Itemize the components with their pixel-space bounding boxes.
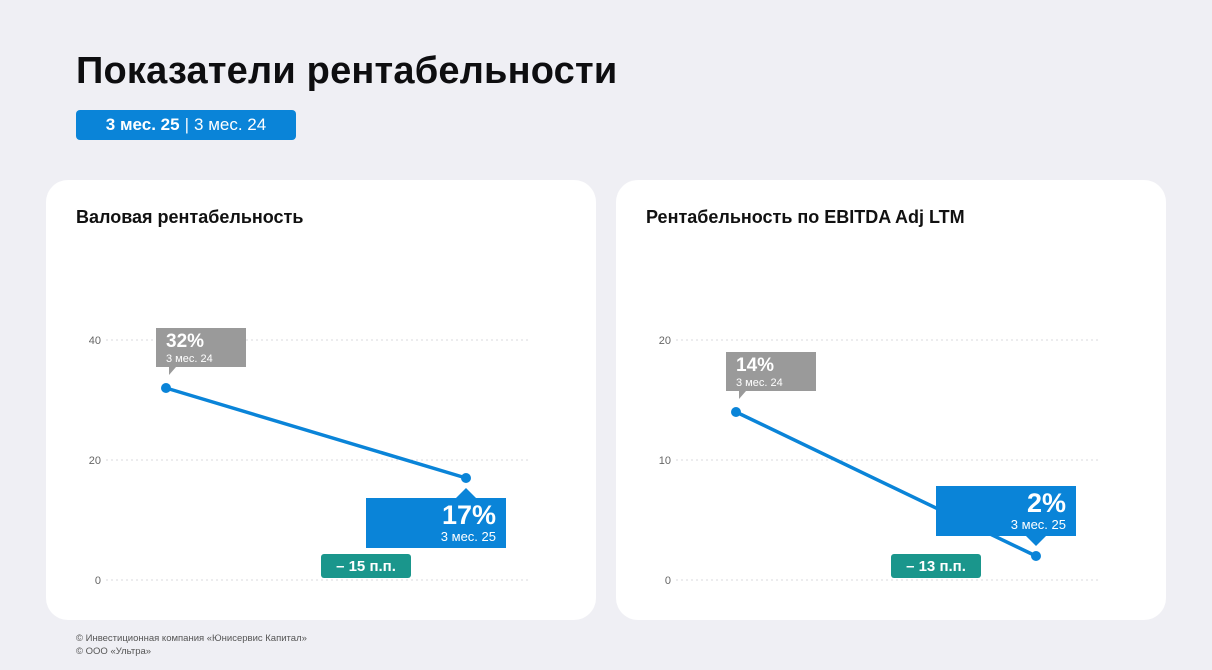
footer: © Инвестиционная компания «Юнисервис Кап… — [76, 632, 307, 658]
series-line — [164, 386, 468, 480]
callout-prev-box — [156, 328, 246, 375]
page-title: Показатели рентабельности — [76, 50, 618, 92]
y-tick-label: 10 — [659, 455, 671, 467]
callout-prev-value: 14% — [736, 355, 774, 376]
period-badge: 3 мес. 25 | 3 мес. 24 — [76, 110, 296, 140]
delta-pill — [321, 554, 411, 578]
data-point — [161, 383, 171, 393]
period-previous: 3 мес. 24 — [194, 115, 267, 134]
gross-margin-chart: 0 20 40 32%3 мес. 24 – 15 п.п. 17%3 мес. 25 — [89, 328, 528, 587]
callout-prev-period: 3 мес. 24 — [736, 377, 783, 389]
chart-title: Рентабельность по EBITDA Adj LTM — [646, 207, 965, 227]
y-tick-label: 0 — [95, 575, 101, 587]
callout-current-period: 3 мес. 25 — [441, 529, 496, 544]
footer-copyright-2: © ООО «Ультра» — [76, 646, 152, 657]
data-point — [731, 407, 741, 417]
callout-current-box — [936, 486, 1076, 546]
callout-prev-period: 3 мес. 24 — [166, 353, 213, 365]
ebitda-margin-chart: 0 10 20 14%3 мес. 24 – 13 п.п. 2%3 мес. 25 — [659, 335, 1098, 587]
delta-label: – 13 п.п. — [906, 558, 966, 575]
ebitda-margin-card: Рентабельность по EBITDA Adj LTM 0 10 20 14… — [616, 180, 1166, 620]
callout-current-value: 17% — [442, 500, 496, 530]
footer-copyright-1: © Инвестиционная компания «Юнисервис Кап… — [76, 633, 307, 644]
callout-prev-value: 32% — [166, 331, 204, 352]
y-tick-label: 20 — [659, 335, 671, 347]
y-tick-label: 40 — [89, 335, 101, 347]
delta-label: – 15 п.п. — [336, 558, 396, 575]
period-separator: | — [184, 115, 190, 134]
callout-current-value: 2% — [1027, 488, 1066, 518]
y-tick-label: 0 — [665, 575, 671, 587]
callout-current-period: 3 мес. 25 — [1011, 517, 1066, 532]
data-point — [1031, 551, 1041, 561]
delta-pill — [891, 554, 981, 578]
callout-current-box — [366, 488, 506, 548]
y-tick-label: 20 — [89, 455, 101, 467]
gross-margin-card: Валовая рентабельность 0 20 40 32% 3 мес. 24… — [46, 180, 596, 620]
data-point — [461, 473, 471, 483]
callout-prev-box — [726, 352, 816, 399]
chart-title: Валовая рентабельность — [76, 207, 304, 227]
period-current: 3 мес. 25 — [105, 115, 180, 134]
